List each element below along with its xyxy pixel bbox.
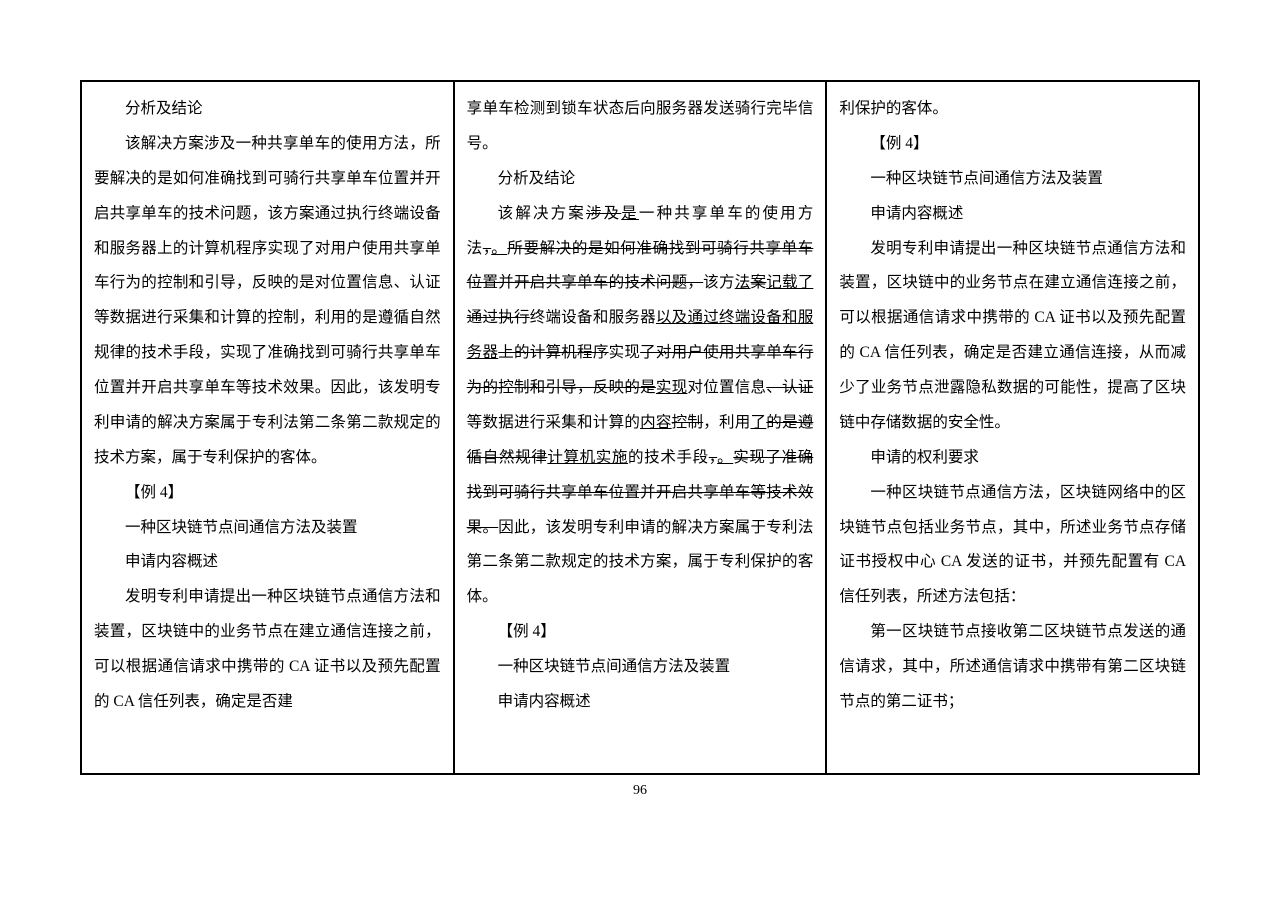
analysis-heading: 分析及结论 (94, 92, 441, 127)
page-number: 96 (80, 783, 1200, 799)
claims-heading: 申请的权利要求 (839, 441, 1186, 476)
underline-text: 。 (717, 449, 733, 466)
column-2: 享单车检测到锁车状态后向服务器发送骑行完毕信号。 分析及结论 该解决方案涉及是一… (455, 82, 828, 773)
example-4-title: 一种区块链节点间通信方法及装置 (94, 511, 441, 546)
strike-text: 涉及 (586, 205, 621, 222)
strike-text: 、认证 (766, 379, 813, 396)
claims-body-2: 第一区块链节点接收第二区块链节点发送的通信请求，其中，所述通信请求中携带有第二区… (839, 615, 1186, 720)
claims-body-1: 一种区块链节点通信方法，区块链网络中的区块链节点包括业务节点，其中，所述业务节点… (839, 476, 1186, 616)
example-4-label-2: 【例 4】 (467, 615, 814, 650)
analysis-heading-2: 分析及结论 (467, 162, 814, 197)
text: ，利用 (703, 414, 750, 431)
example-4-title-2: 一种区块链节点间通信方法及装置 (467, 650, 814, 685)
text: 等数据进行采集和计算的 (467, 414, 640, 431)
document-container: 分析及结论 该解决方案涉及一种共享单车的使用方法，所要解决的是如何准确找到可骑行… (80, 80, 1200, 775)
example-4-title-3: 一种区块链节点间通信方法及装置 (839, 162, 1186, 197)
application-summary-body-3: 发明专利申请提出一种区块链节点通信方法和装置，区块链中的业务节点在建立通信连接之… (839, 232, 1186, 441)
continuation-text-3: 利保护的客体。 (839, 92, 1186, 127)
strike-text: ， (483, 240, 491, 257)
text: 因此，该发明专利申请的解决方案属于专利法第二条第二款规定的技术方案，属于专利保护… (467, 519, 814, 606)
strike-text: ， (709, 449, 717, 466)
strike-text: 控制 (672, 414, 704, 431)
underline-text: 是 (621, 205, 639, 222)
column-1: 分析及结论 该解决方案涉及一种共享单车的使用方法，所要解决的是如何准确找到可骑行… (82, 82, 455, 773)
strike-text: 案 (751, 274, 767, 291)
text: 对位置信息 (687, 379, 766, 396)
underline-text: 法 (735, 274, 751, 291)
example-4-label-3: 【例 4】 (839, 127, 1186, 162)
underline-text: 计算机实施 (547, 449, 628, 466)
underline-text: 记载了 (766, 274, 813, 291)
example-4-label: 【例 4】 (94, 476, 441, 511)
column-3: 利保护的客体。 【例 4】 一种区块链节点间通信方法及装置 申请内容概述 发明专… (827, 82, 1198, 773)
text: 该解决方案 (498, 205, 586, 222)
text: 该方 (703, 274, 735, 291)
application-summary-heading: 申请内容概述 (94, 545, 441, 580)
application-summary-heading-3: 申请内容概述 (839, 197, 1186, 232)
underline-text: 了 (751, 414, 767, 431)
text: 的技术手段 (628, 449, 709, 466)
application-summary-body: 发明专利申请提出一种区块链节点通信方法和装置，区块链中的业务节点在建立通信连接之… (94, 580, 441, 720)
underline-text: 实现 (656, 379, 688, 396)
text: 终端设备和服务器 (530, 309, 656, 326)
underline-text: 。 (491, 240, 507, 257)
revised-analysis-body: 该解决方案涉及是一种共享单车的使用方法，。所要解决的是如何准确找到可骑行共享单车… (467, 197, 814, 616)
underline-text: 内容 (640, 414, 672, 431)
analysis-body: 该解决方案涉及一种共享单车的使用方法，所要解决的是如何准确找到可骑行共享单车位置… (94, 127, 441, 476)
text: 实现 (609, 344, 641, 361)
strike-text: 通过执行 (467, 309, 530, 326)
application-summary-heading-2: 申请内容概述 (467, 685, 814, 720)
strike-text: 上的计算机程序 (498, 344, 608, 361)
continuation-text: 享单车检测到锁车状态后向服务器发送骑行完毕信号。 (467, 92, 814, 162)
